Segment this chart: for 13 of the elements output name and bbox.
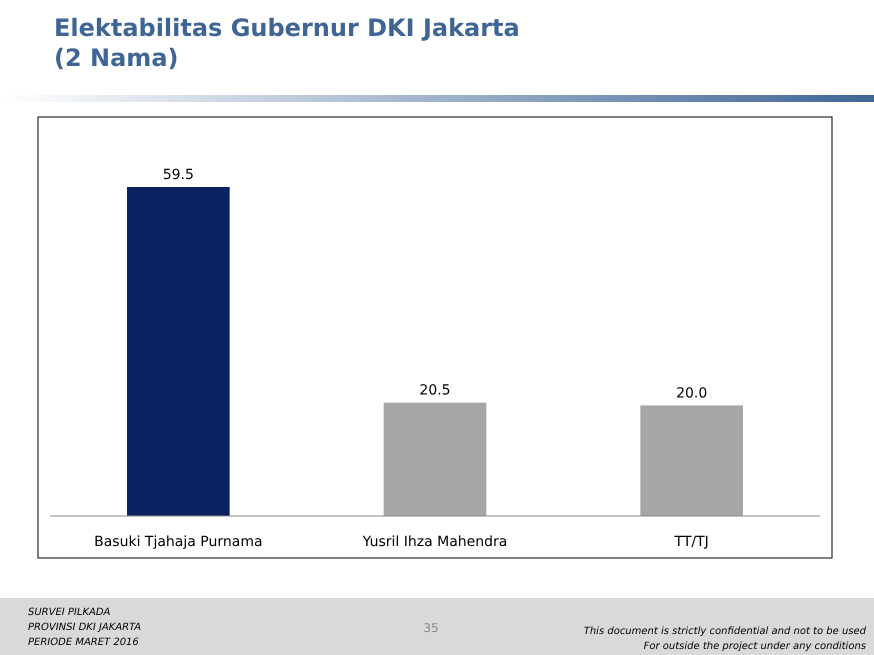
text: This document is strictly confidential and not to be used <box>584 626 867 637</box>
x-tick-label: TT/TJ <box>674 534 709 550</box>
data-label: 59.5 <box>162 167 194 183</box>
data-label: 20.5 <box>419 382 451 399</box>
text: PERIODE MARET 2016 <box>28 637 139 648</box>
x-tick-label: Yusril Ihza Mahendra <box>362 534 508 550</box>
chart-title: Elektabilitas Gubernur DKI Jakarta (2 Nama) <box>54 14 520 72</box>
text: For outside the project under any conditions <box>644 641 866 652</box>
data-label: 20.0 <box>676 385 708 402</box>
text: PROVINSI DKI JAKARTA <box>28 622 142 633</box>
x-tick-label: Basuki Tjahaja Purnama <box>94 534 263 550</box>
text: SURVEI PILKADA <box>28 607 111 618</box>
text: 35 <box>423 621 439 635</box>
